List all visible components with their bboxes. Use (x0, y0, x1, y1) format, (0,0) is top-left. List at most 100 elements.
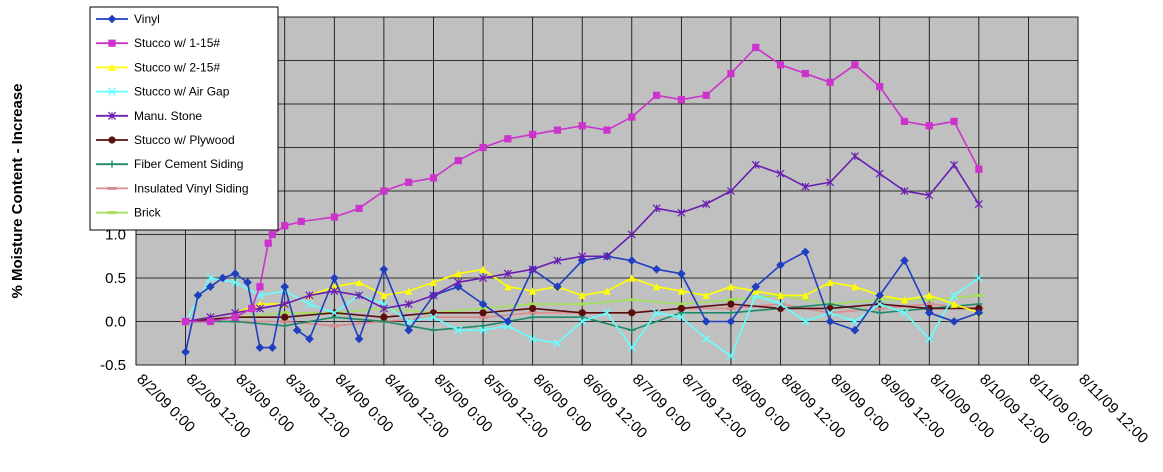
data-point (268, 343, 277, 352)
data-point (949, 291, 959, 300)
data-point (355, 278, 363, 286)
legend-marker (108, 160, 116, 168)
data-point (429, 278, 438, 286)
data-point (528, 265, 537, 274)
data-point (726, 186, 735, 196)
data-point (478, 315, 488, 319)
legend-label-vinyl: Vinyl (134, 12, 160, 26)
data-point (875, 298, 885, 302)
legend-label-insulated-vinyl-siding: Insulated Vinyl Siding (134, 181, 249, 195)
data-point (850, 317, 859, 326)
data-point (248, 304, 256, 313)
legend-marker (107, 111, 117, 120)
series-stucco-w-1-15 (181, 43, 983, 326)
data-point (602, 308, 612, 317)
data-point (280, 282, 290, 292)
data-point (553, 126, 562, 134)
data-point (553, 282, 562, 292)
data-point (230, 269, 240, 278)
data-point (478, 306, 488, 310)
series-manu-stone (181, 152, 983, 326)
data-point (255, 343, 265, 352)
legend-marker (107, 211, 117, 215)
data-point (280, 311, 290, 315)
data-point (578, 252, 587, 261)
data-point (231, 278, 240, 287)
data-point (900, 296, 909, 304)
data-point (900, 186, 909, 196)
data-point (380, 187, 388, 195)
data-point (479, 265, 487, 273)
data-point (231, 313, 239, 321)
data-point (379, 304, 388, 313)
data-point (875, 169, 884, 178)
data-point (851, 283, 859, 291)
data-point (677, 313, 686, 322)
data-point (193, 291, 203, 300)
data-point (776, 291, 785, 299)
legend-marker (107, 186, 117, 190)
data-point (677, 96, 685, 104)
data-point (429, 313, 438, 322)
data-point (330, 308, 339, 317)
data-point (652, 91, 661, 99)
data-point (975, 304, 983, 313)
data-point (801, 247, 810, 257)
data-point (529, 130, 537, 139)
legend-label-brick: Brick (134, 206, 162, 220)
data-point (297, 217, 305, 226)
data-point (975, 165, 983, 173)
data-point (478, 326, 488, 335)
data-point (404, 300, 413, 309)
data-point (528, 302, 538, 306)
data-point (330, 273, 339, 283)
data-point (900, 256, 909, 265)
data-point (280, 320, 290, 323)
data-point (529, 287, 537, 295)
data-point (603, 126, 611, 134)
data-point (876, 83, 884, 91)
y-tick-label: 0.5 (105, 270, 126, 287)
data-point (479, 143, 487, 152)
data-point (479, 273, 488, 283)
data-point (454, 278, 463, 287)
data-point (292, 325, 302, 335)
data-point (429, 174, 438, 182)
data-point (974, 308, 984, 318)
data-point (603, 287, 611, 295)
data-point (702, 91, 710, 99)
data-point (578, 122, 586, 130)
data-point (875, 306, 885, 310)
data-point (553, 339, 562, 348)
data-point (577, 302, 587, 306)
data-point (354, 334, 364, 344)
data-point (677, 304, 685, 313)
y-axis-label: % Moisture Content - Increase (9, 83, 26, 298)
data-point (826, 278, 834, 286)
data-point (206, 282, 215, 292)
data-point (281, 222, 289, 230)
data-point (329, 324, 339, 328)
data-point (924, 298, 934, 302)
data-point (924, 302, 934, 306)
data-point (503, 269, 512, 278)
data-point (355, 204, 363, 212)
data-point (826, 178, 835, 187)
data-point (330, 213, 338, 221)
data-point (264, 239, 272, 247)
data-point (281, 322, 289, 330)
data-point (950, 300, 958, 308)
data-point (726, 352, 736, 361)
data-point (752, 287, 760, 295)
legend-label-manu-stone: Manu. Stone (134, 109, 202, 123)
data-point (181, 317, 190, 326)
data-point (950, 160, 959, 169)
data-point (256, 283, 264, 291)
data-point (850, 152, 859, 161)
data-point (752, 43, 760, 52)
data-point (553, 256, 562, 265)
data-point (529, 313, 537, 321)
data-point (726, 306, 736, 310)
data-point (826, 78, 834, 86)
data-point (628, 309, 636, 317)
